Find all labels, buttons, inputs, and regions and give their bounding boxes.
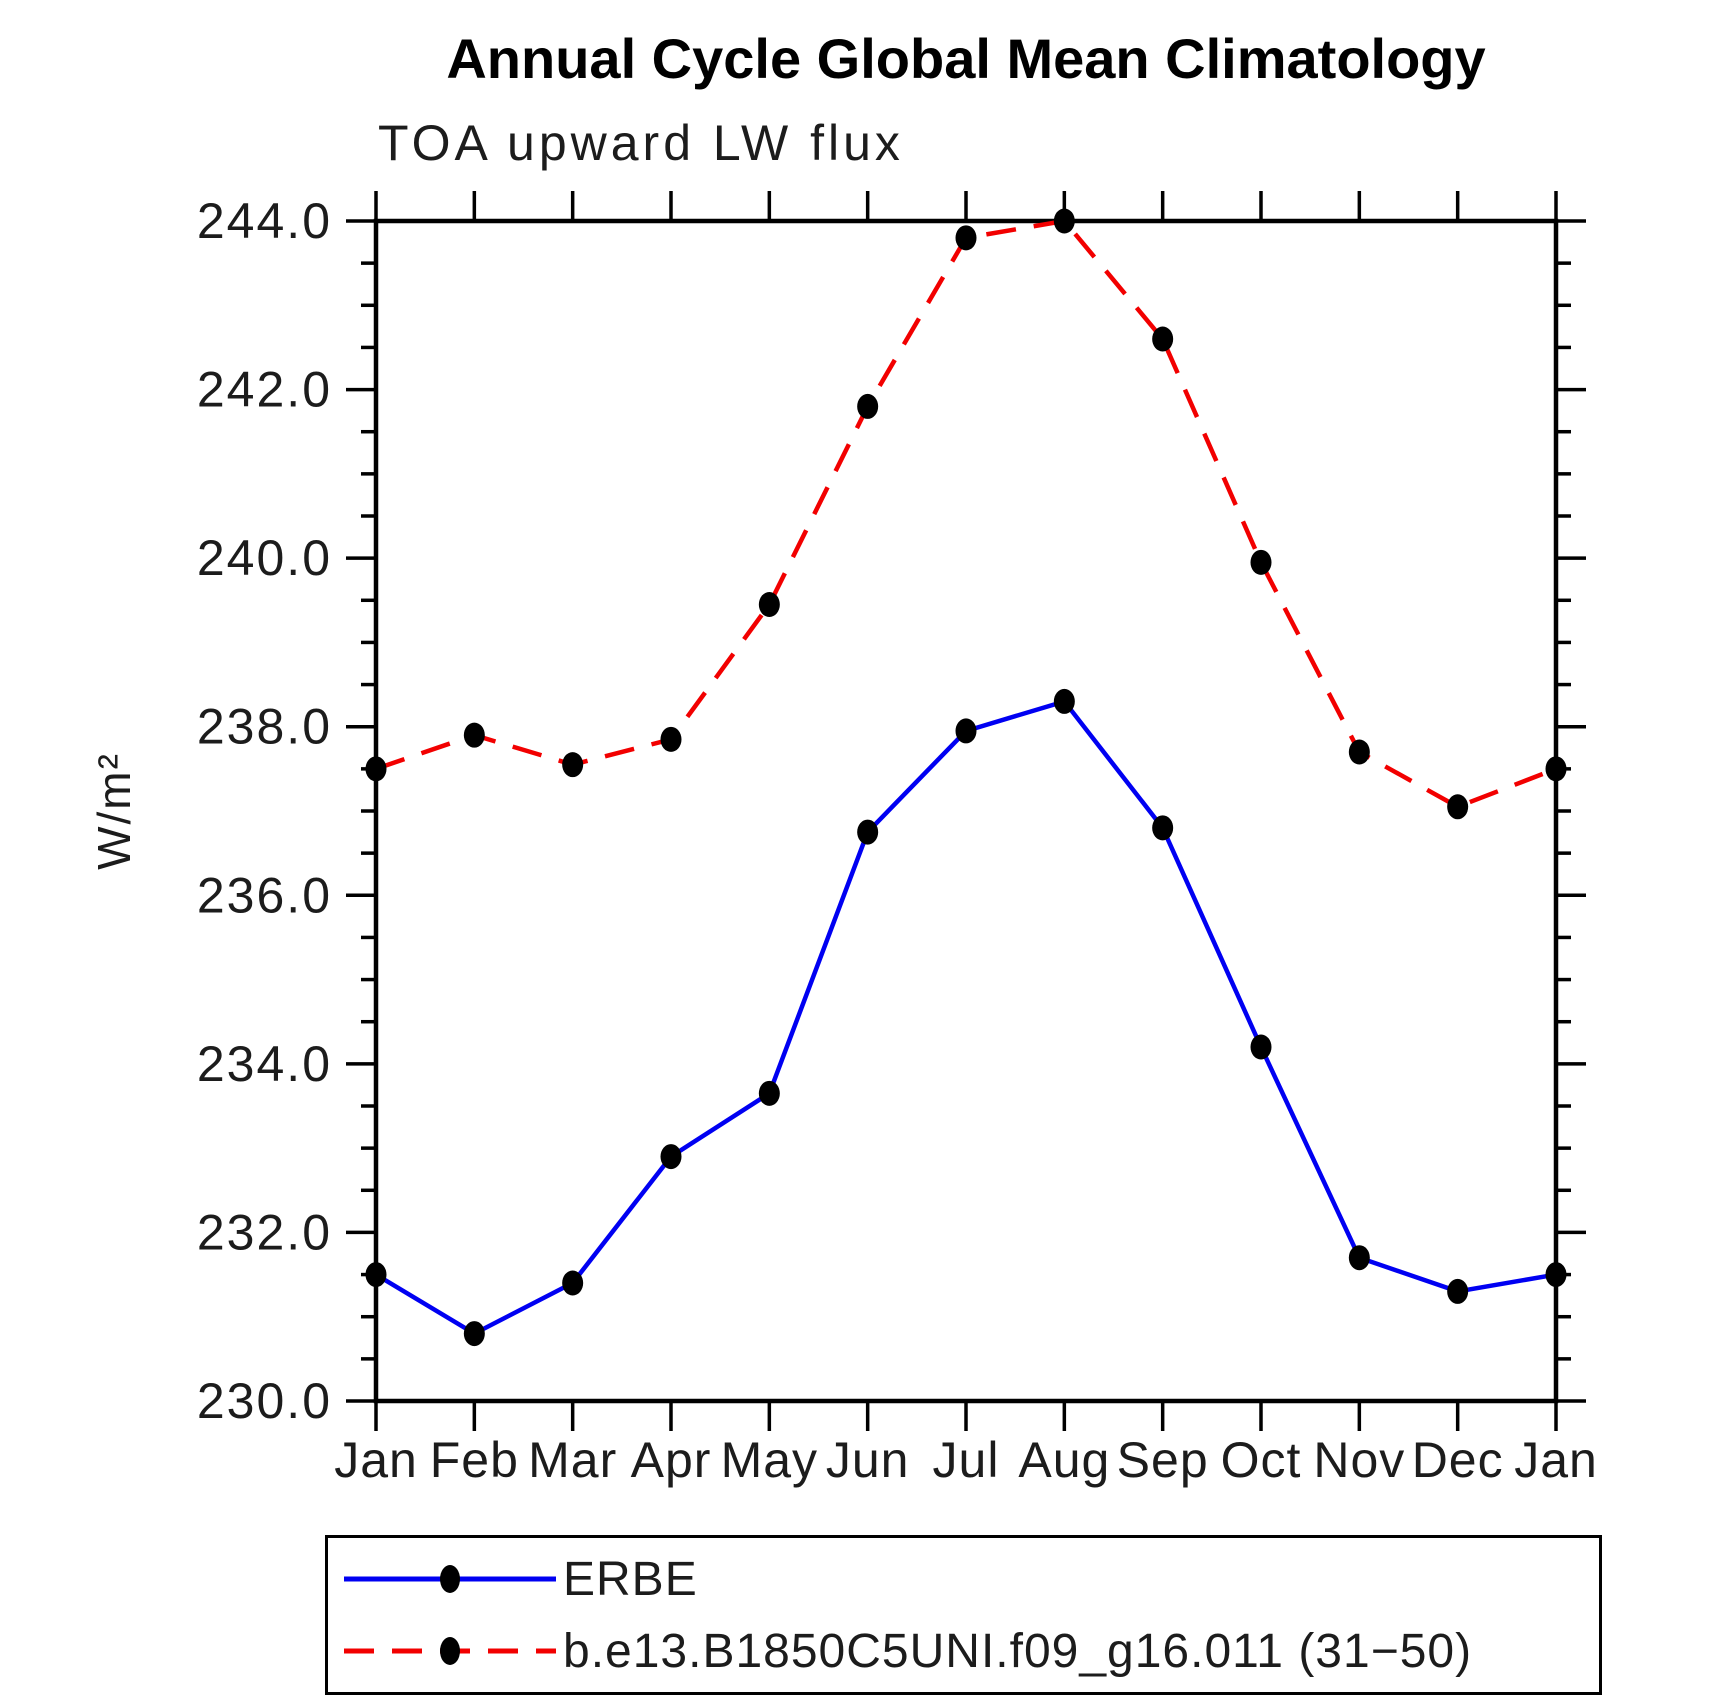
data-point-s0-0	[365, 1262, 387, 1288]
data-point-s1-0	[365, 756, 387, 782]
y-tick-label: 244.0	[197, 193, 332, 249]
chart-title: Annual Cycle Global Mean Climatology	[446, 27, 1486, 90]
y-tick-label: 242.0	[197, 362, 332, 418]
data-point-s1-9	[1250, 549, 1272, 575]
y-axis-title: W/m²	[88, 752, 140, 870]
x-tick-label: Jan	[1514, 1432, 1598, 1488]
data-point-s0-2	[562, 1270, 584, 1296]
data-point-s1-12	[1545, 756, 1567, 782]
data-point-s1-11	[1447, 794, 1469, 820]
y-tick-label: 232.0	[197, 1204, 332, 1260]
data-point-s1-5	[857, 393, 879, 419]
x-tick-label: Aug	[1018, 1432, 1110, 1488]
legend-sample-solid-line	[344, 1565, 556, 1593]
data-point-s1-3	[660, 726, 682, 752]
data-point-s1-7	[1053, 208, 1075, 234]
legend-sample-dashed-line	[344, 1637, 556, 1665]
data-point-s1-2	[562, 752, 584, 778]
x-tick-label: Jun	[826, 1432, 910, 1488]
data-point-s0-4	[758, 1080, 780, 1106]
legend-label-model: b.e13.B1850C5UNI.f09_g16.011 (31−50)	[563, 1624, 1473, 1678]
data-point-s0-1	[463, 1321, 485, 1347]
data-point-s1-8	[1152, 326, 1174, 352]
x-tick-label: Jan	[334, 1432, 418, 1488]
data-point-s0-6	[955, 718, 977, 744]
x-tick-label: Sep	[1117, 1432, 1209, 1488]
x-tick-label: Dec	[1412, 1432, 1504, 1488]
data-point-s0-12	[1545, 1262, 1567, 1288]
x-tick-label: Feb	[430, 1432, 519, 1488]
data-point-s0-7	[1053, 688, 1075, 714]
plot-frame	[373, 218, 1559, 1404]
data-point-s0-10	[1348, 1245, 1370, 1271]
data-point-s0-3	[660, 1144, 682, 1170]
data-point-s1-1	[463, 722, 485, 748]
x-tick-label: Mar	[528, 1432, 617, 1488]
legend-row-erbe: ERBE	[328, 1543, 1599, 1615]
x-tick-label: May	[721, 1432, 818, 1488]
legend-label-erbe: ERBE	[563, 1552, 698, 1606]
y-tick-label: 236.0	[197, 867, 332, 923]
data-point-s0-5	[857, 819, 879, 845]
x-tick-label: Jul	[933, 1432, 1000, 1488]
x-tick-label: Apr	[631, 1432, 712, 1488]
legend-marker-dot	[440, 1637, 460, 1665]
data-point-s1-4	[758, 592, 780, 617]
legend-row-model: b.e13.B1850C5UNI.f09_g16.011 (31−50)	[328, 1615, 1599, 1687]
data-point-s1-6	[955, 225, 977, 251]
legend-box: ERBE b.e13.B1850C5UNI.f09_g16.011 (31−50…	[325, 1535, 1602, 1695]
y-tick-label: 230.0	[197, 1373, 332, 1429]
series-line-0	[374, 698, 1557, 1337]
legend-marker-dot	[440, 1565, 460, 1593]
x-tick-label: Oct	[1221, 1432, 1302, 1488]
data-point-s0-9	[1250, 1034, 1272, 1060]
chart-subtitle: TOA upward LW flux	[378, 115, 904, 171]
data-point-s0-11	[1447, 1278, 1469, 1304]
y-tick-label: 234.0	[197, 1036, 332, 1092]
data-point-s1-10	[1348, 739, 1370, 765]
y-tick-label: 240.0	[197, 530, 332, 586]
x-tick-label: Nov	[1313, 1432, 1405, 1488]
y-tick-label: 238.0	[197, 699, 332, 755]
data-point-s0-8	[1152, 815, 1174, 841]
